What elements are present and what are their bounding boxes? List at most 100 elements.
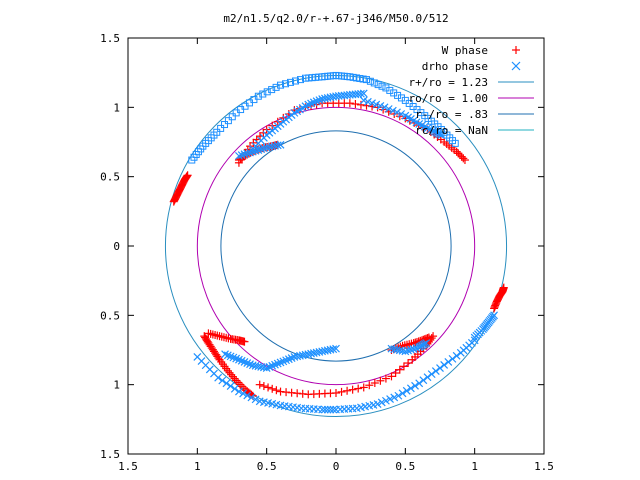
- square-point: [292, 77, 300, 85]
- drho-phase-point: [381, 396, 390, 405]
- drho-phase-point: [470, 336, 479, 345]
- square-point: [277, 81, 285, 89]
- drho-phase-point: [373, 400, 382, 409]
- w-phase-point: [381, 374, 390, 383]
- w-phase-point: [343, 386, 352, 395]
- drho-phase-point: [384, 105, 393, 113]
- w-phase-point: [455, 151, 464, 160]
- w-phase-point: [227, 370, 236, 379]
- drho-phase-point: [218, 376, 227, 385]
- w-phase-point: [268, 384, 277, 393]
- w-phase-point: [259, 128, 268, 137]
- legend: W phase drho phase r+/ro = 1.23 ro/ro = 1.0…: [409, 44, 534, 137]
- drho-phase-point: [214, 373, 223, 382]
- drho-phase-point: [222, 379, 231, 388]
- drho-phase-point: [251, 395, 260, 404]
- w-phase-point: [373, 103, 382, 112]
- legend-swatch: [512, 46, 520, 54]
- w-phase-point: [429, 332, 438, 341]
- drho-phase-point: [320, 405, 329, 414]
- w-phase-point: [354, 384, 363, 393]
- w-phase-point: [391, 369, 400, 378]
- w-phase-point: [459, 154, 468, 163]
- x-tick-label: 1.5: [118, 460, 138, 473]
- drho-phase-point: [419, 376, 428, 385]
- drho-phase-point: [372, 100, 381, 109]
- square-point: [217, 124, 225, 132]
- w-phase-point: [228, 372, 237, 381]
- w-phase-point: [337, 387, 346, 396]
- drho-phase-point: [247, 393, 256, 402]
- drho-phase-point: [490, 311, 499, 320]
- square-point: [224, 117, 232, 125]
- y-tick-label: 1.5: [100, 448, 120, 461]
- drho-phase-point: [329, 405, 338, 414]
- square-point: [378, 82, 386, 90]
- drho-phase-point: [412, 344, 421, 352]
- square-point: [390, 89, 398, 97]
- drho-phase-point: [422, 339, 431, 347]
- w-phase-point: [365, 381, 374, 390]
- square-point: [370, 79, 378, 87]
- x-tick-label: 0: [333, 460, 340, 473]
- y-tick-label: 0: [113, 240, 120, 253]
- w-phase-point: [234, 378, 243, 387]
- drho-phase-point: [239, 389, 248, 398]
- drho-phase-point: [323, 405, 332, 414]
- legend-label: r-/ro = .83: [415, 108, 488, 121]
- w-phase-point: [452, 147, 461, 156]
- drho-phase-point: [329, 345, 338, 354]
- square-point: [228, 113, 236, 121]
- square-point: [213, 128, 221, 136]
- drho-phase-point: [243, 391, 252, 400]
- drho-phase-point: [380, 103, 389, 112]
- y-tick-label: 1: [113, 379, 120, 392]
- drho-phase-point: [248, 147, 257, 156]
- drho-phase-point: [332, 344, 340, 353]
- legend-swatch: [511, 61, 521, 71]
- drho-phase-point: [257, 145, 266, 154]
- data-points: [169, 71, 508, 414]
- square-point: [451, 139, 459, 147]
- drho-phase-point: [235, 151, 243, 160]
- drho-phase-point: [230, 384, 239, 393]
- drho-phase-point: [237, 151, 246, 159]
- w-phase-point: [264, 383, 273, 392]
- x-tick-label: 1.5: [534, 460, 554, 473]
- drho-phase-point: [246, 148, 254, 157]
- drho-phase-point: [427, 370, 436, 379]
- drho-phase-point: [235, 387, 243, 396]
- drho-phase-point: [440, 361, 449, 369]
- x-tick-label: 0.5: [395, 460, 415, 473]
- drho-phase-point: [386, 395, 395, 404]
- drho-phase-point: [251, 146, 260, 155]
- w-phase-point: [376, 376, 385, 385]
- drho-phase-point: [243, 149, 252, 158]
- w-phase-point: [345, 99, 354, 108]
- w-phase-point: [259, 382, 268, 391]
- w-phase-point: [351, 100, 360, 109]
- x-tick-label: 0.5: [257, 460, 277, 473]
- square-point: [282, 80, 290, 88]
- legend-label: r+/ro = 1.23: [409, 76, 488, 89]
- drho-phase-point: [254, 146, 263, 154]
- w-phase-point: [240, 337, 249, 346]
- w-phase-point: [255, 380, 264, 389]
- drho-phase-point: [448, 354, 457, 363]
- w-phase-point: [332, 388, 340, 397]
- x-tick-label: 1: [471, 460, 478, 473]
- w-phase-point: [232, 376, 241, 385]
- square-point: [374, 81, 382, 89]
- legend-label: ro/ro = 1.00: [409, 92, 488, 105]
- legend-label: rc/ro = NaN: [415, 124, 488, 137]
- drho-phase-point: [368, 99, 376, 108]
- drho-phase-point: [402, 386, 411, 395]
- drho-phase-point: [409, 344, 418, 353]
- w-phase-point: [249, 138, 258, 147]
- w-phase-point: [272, 386, 281, 395]
- w-phase-point: [395, 365, 404, 374]
- w-phase-point: [359, 383, 368, 392]
- w-phase-point: [499, 283, 508, 292]
- w-phase-point: [348, 385, 357, 394]
